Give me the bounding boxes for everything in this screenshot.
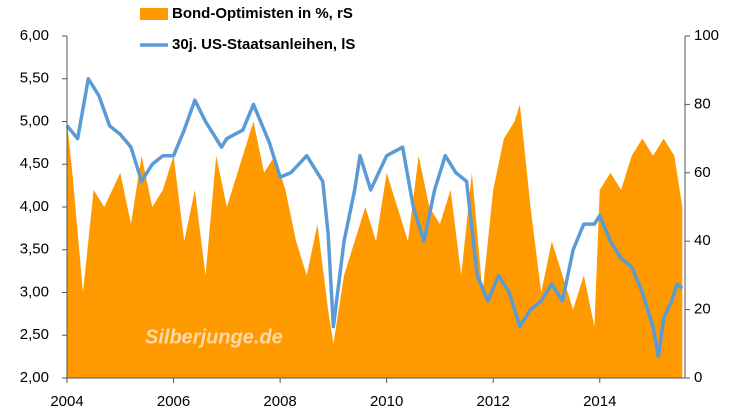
legend-label: 30j. US-Staatsanleihen, lS <box>172 36 355 53</box>
x-tick-label: 2012 <box>477 393 510 410</box>
x-tick-label: 2008 <box>263 393 296 410</box>
y-tick-label: 6,00 <box>20 27 49 44</box>
x-tick-label: 2014 <box>583 393 616 410</box>
legend-label: Bond-Optimisten in %, rS <box>172 5 353 22</box>
y-tick-label: 5,50 <box>20 70 49 87</box>
y-tick-label: 4,50 <box>20 155 49 172</box>
y-tick-label: 5,00 <box>20 112 49 129</box>
y2-tick-label: 60 <box>694 164 711 181</box>
y-tick-label: 3,00 <box>20 283 49 300</box>
x-tick-label: 2004 <box>50 393 83 410</box>
y-tick-label: 3,50 <box>20 241 49 258</box>
y2-tick-label: 20 <box>694 301 711 318</box>
y2-tick-label: 0 <box>694 369 702 386</box>
y2-tick-label: 40 <box>694 232 711 249</box>
legend-swatch <box>140 8 168 20</box>
plot-area <box>65 77 684 379</box>
x-tick-label: 2010 <box>370 393 403 410</box>
line <box>65 77 684 359</box>
y-tick-label: 2,50 <box>20 326 49 343</box>
x-tick-label: 2006 <box>157 393 190 410</box>
watermark: Silberjunge.de <box>145 326 283 348</box>
y2-tick-label: 80 <box>694 95 711 112</box>
y-tick-label: 4,00 <box>20 198 49 215</box>
y2-tick-label: 100 <box>694 27 719 44</box>
y-tick-label: 2,00 <box>20 369 49 386</box>
